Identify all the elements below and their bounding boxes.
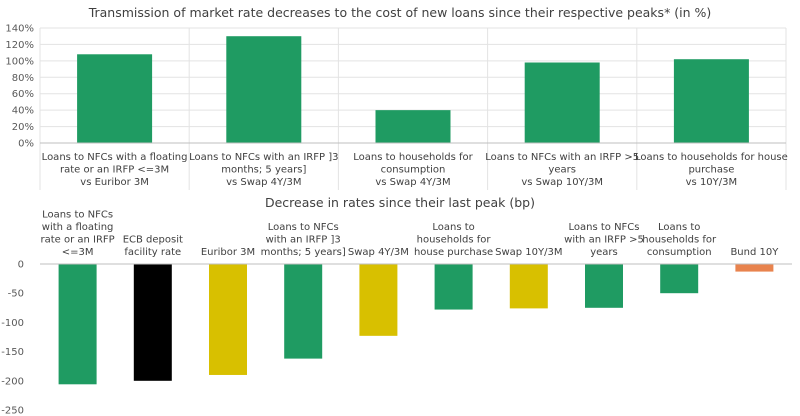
bottom-category-label: Loans to bbox=[432, 222, 474, 233]
bottom-category-label: households for bbox=[642, 235, 717, 246]
bottom-y-tick-label: -100 bbox=[1, 318, 24, 329]
bottom-category-label: with an IRFP ]3 bbox=[266, 235, 341, 246]
bottom-bar bbox=[585, 264, 623, 308]
top-y-tick-label: 100% bbox=[5, 56, 34, 67]
top-category-label: Loans to NFCs with an IRFP ]3 bbox=[189, 152, 338, 163]
top-category-label: vs Swap 4Y/3M bbox=[375, 177, 450, 188]
bottom-category-label: with an IRFP >5 bbox=[564, 235, 644, 246]
top-y-tick-label: 20% bbox=[12, 122, 34, 133]
bottom-category-label: years bbox=[590, 247, 618, 258]
top-category-label: rate or an IRFP <=3M bbox=[60, 165, 169, 176]
top-y-tick-label: 120% bbox=[5, 40, 34, 51]
bottom-y-tick-label: 0 bbox=[18, 260, 24, 271]
bottom-category-label: ECB deposit bbox=[123, 235, 183, 246]
bottom-bar bbox=[209, 264, 247, 375]
bottom-y-tick-label: -50 bbox=[8, 289, 24, 300]
top-y-tick-label: 0% bbox=[18, 139, 34, 150]
top-category-label: Loans to households for bbox=[353, 152, 473, 163]
bottom-category-label: households for bbox=[417, 235, 492, 246]
top-bar bbox=[375, 110, 451, 143]
bottom-category-label: rate or an IRFP bbox=[40, 235, 114, 246]
bottom-category-label: Loans to NFCs bbox=[268, 222, 339, 233]
bottom-y-tick-label: -200 bbox=[1, 376, 24, 387]
bottom-bar bbox=[434, 264, 473, 310]
top-category-label: vs Euribor 3M bbox=[80, 177, 149, 188]
top-bar bbox=[226, 36, 302, 143]
top-category-label: Loans to NFCs with an IRFP >5 bbox=[485, 152, 639, 163]
bottom-category-label: facility rate bbox=[124, 247, 181, 258]
top-bar bbox=[673, 59, 749, 143]
bottom-category-label: Swap 4Y/3M bbox=[348, 247, 409, 258]
top-y-tick-label: 60% bbox=[12, 89, 34, 100]
top-chart: 0% 20% 40% 60% 80% 100% 120% 140% Loans to NFCs … bbox=[5, 24, 788, 190]
bottom-category-label: Loans to NFCs bbox=[568, 222, 639, 233]
top-bar bbox=[77, 54, 153, 143]
bottom-bar bbox=[284, 264, 323, 359]
bottom-chart-title: Decrease in rates since their last peak … bbox=[265, 195, 535, 210]
top-category-label: vs Swap 4Y/3M bbox=[226, 177, 301, 188]
bottom-category-label: Bund 10Y bbox=[730, 247, 779, 258]
top-category-label: Loans to NFCs with a floating bbox=[42, 152, 188, 163]
top-y-tick-label: 140% bbox=[5, 24, 34, 35]
bottom-category-label: Swap 10Y/3M bbox=[495, 247, 562, 258]
bottom-bar bbox=[735, 264, 774, 272]
top-category-label: purchase bbox=[688, 165, 734, 176]
bottom-category-label: months; 5 years] bbox=[261, 247, 346, 258]
top-chart-title: Transmission of market rate decreases to… bbox=[88, 5, 712, 20]
bottom-bar bbox=[509, 264, 548, 309]
top-category-label: consumption bbox=[381, 165, 446, 176]
top-bar bbox=[524, 62, 600, 143]
bottom-bar bbox=[359, 264, 398, 336]
bottom-bar bbox=[133, 264, 172, 381]
top-y-tick-label: 80% bbox=[12, 73, 34, 84]
bottom-bar bbox=[660, 264, 699, 294]
bottom-category-label: <=3M bbox=[62, 247, 94, 258]
top-category-label: vs 10Y/3M bbox=[686, 177, 738, 188]
bottom-bar bbox=[58, 264, 97, 385]
top-y-tick-label: 40% bbox=[12, 106, 34, 117]
bottom-category-label: house purchase bbox=[414, 247, 493, 258]
bottom-category-label: Euribor 3M bbox=[201, 247, 255, 258]
bottom-category-label: consumption bbox=[647, 247, 712, 258]
top-category-label: months; 5 years] bbox=[221, 165, 306, 176]
bottom-category-label: Loans to bbox=[658, 222, 700, 233]
top-category-label: years bbox=[548, 165, 576, 176]
top-category-label: vs Swap 10Y/3M bbox=[521, 177, 603, 188]
top-category-label: Loans to households for house bbox=[635, 152, 788, 163]
bottom-y-tick-label: -250 bbox=[1, 406, 24, 416]
bottom-y-tick-label: -150 bbox=[1, 347, 24, 358]
bottom-category-label: with a floating bbox=[42, 222, 114, 233]
bottom-category-label: Loans to NFCs bbox=[42, 210, 113, 221]
